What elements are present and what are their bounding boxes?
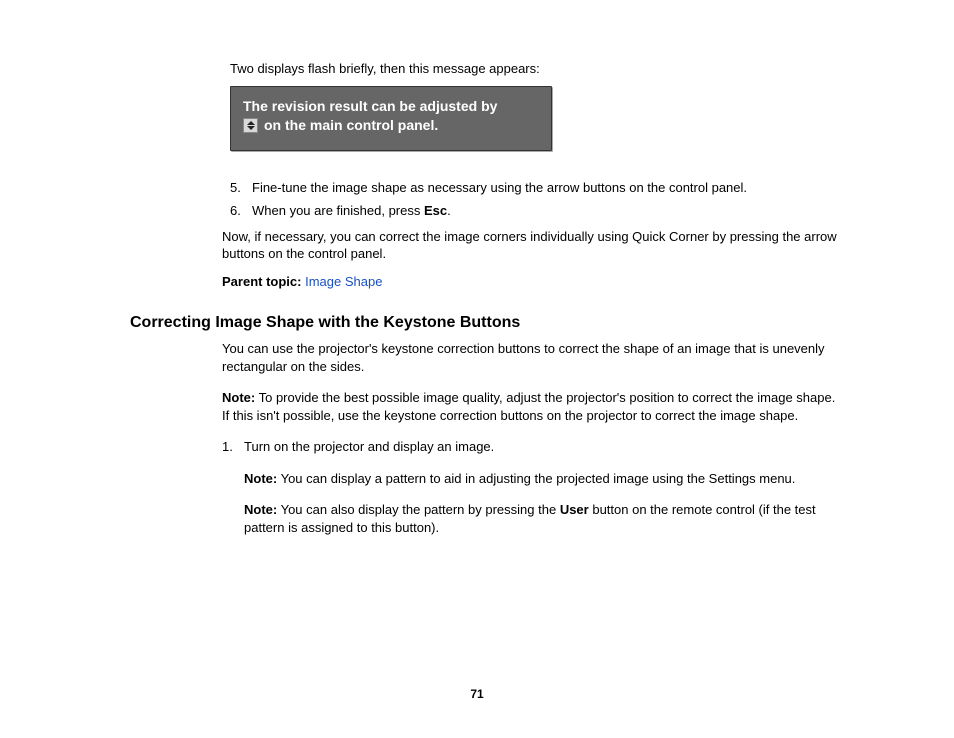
section-heading: Correcting Image Shape with the Keystone…	[130, 312, 844, 334]
osd-message-line1: The revision result can be adjusted by	[243, 97, 539, 117]
note-label: Note:	[222, 390, 255, 405]
intro-text: Two displays flash briefly, then this me…	[230, 60, 844, 78]
page-number: 71	[0, 686, 954, 702]
osd-message-line2: on the main control panel.	[243, 116, 539, 136]
list-item: 1. Turn on the projector and display an …	[222, 438, 844, 456]
after-list-block: Now, if necessary, you can correct the i…	[222, 228, 844, 291]
list-number: 5.	[230, 179, 252, 197]
step-subnote: Note: You can display a pattern to aid i…	[244, 470, 844, 488]
section-body: You can use the projector's keystone cor…	[222, 340, 844, 536]
user-button-label: User	[560, 502, 589, 517]
list-item: 6. When you are finished, press Esc.	[230, 202, 844, 220]
list-text: Fine-tune the image shape as necessary u…	[252, 179, 747, 197]
note-label: Note:	[244, 471, 277, 486]
updown-arrow-icon	[243, 118, 258, 133]
parent-topic-link[interactable]: Image Shape	[305, 274, 382, 289]
parent-topic-label: Parent topic:	[222, 274, 301, 289]
step-subnote: Note: You can also display the pattern b…	[244, 501, 844, 536]
section-note: Note: To provide the best possible image…	[222, 389, 844, 424]
numbered-list: 5. Fine-tune the image shape as necessar…	[230, 179, 844, 220]
step-list: 1. Turn on the projector and display an …	[222, 438, 844, 456]
page-content: Two displays flash briefly, then this me…	[0, 0, 954, 536]
esc-key-label: Esc	[424, 203, 447, 218]
after-list-text: Now, if necessary, you can correct the i…	[222, 228, 844, 263]
list-number: 6.	[230, 202, 252, 220]
list-item: 5. Fine-tune the image shape as necessar…	[230, 179, 844, 197]
parent-topic: Parent topic: Image Shape	[222, 273, 844, 291]
list-number: 1.	[222, 438, 244, 456]
list-text: Turn on the projector and display an ima…	[244, 438, 494, 456]
osd-message-line2-text: on the main control panel.	[264, 116, 438, 136]
osd-message-box: The revision result can be adjusted by o…	[230, 86, 552, 151]
section-intro: You can use the projector's keystone cor…	[222, 340, 844, 375]
top-block: Two displays flash briefly, then this me…	[230, 60, 844, 220]
list-text: When you are finished, press Esc.	[252, 202, 451, 220]
note-label: Note:	[244, 502, 277, 517]
